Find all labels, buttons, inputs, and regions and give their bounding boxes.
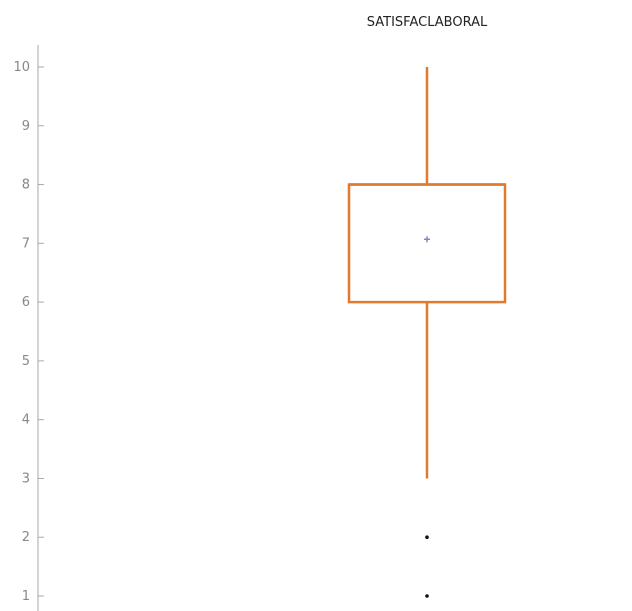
y-tick-label-2: 2 (22, 530, 30, 545)
chart-title: SATISFACLABORAL (367, 15, 488, 30)
iqr-box (347, 183, 507, 304)
y-tick-label-7: 7 (22, 236, 30, 251)
outlier-point-1 (425, 594, 429, 598)
y-tick-label-6: 6 (22, 295, 30, 310)
y-tick-label-5: 5 (22, 354, 30, 369)
y-tick-label-4: 4 (22, 413, 30, 428)
y-tick-label-3: 3 (22, 471, 30, 486)
mean-marker (424, 236, 430, 243)
plot-area (347, 67, 507, 598)
box-series-0 (347, 67, 507, 598)
y-tick-label-9: 9 (22, 119, 30, 134)
y-tick-label-1: 1 (22, 589, 30, 604)
outlier-point-0 (425, 535, 429, 540)
y-tick-label-8: 8 (22, 178, 30, 193)
y-axis: 1 2 3 4 5 6 7 8 9 10 (13, 45, 44, 611)
y-tick-label-10: 10 (13, 60, 30, 75)
